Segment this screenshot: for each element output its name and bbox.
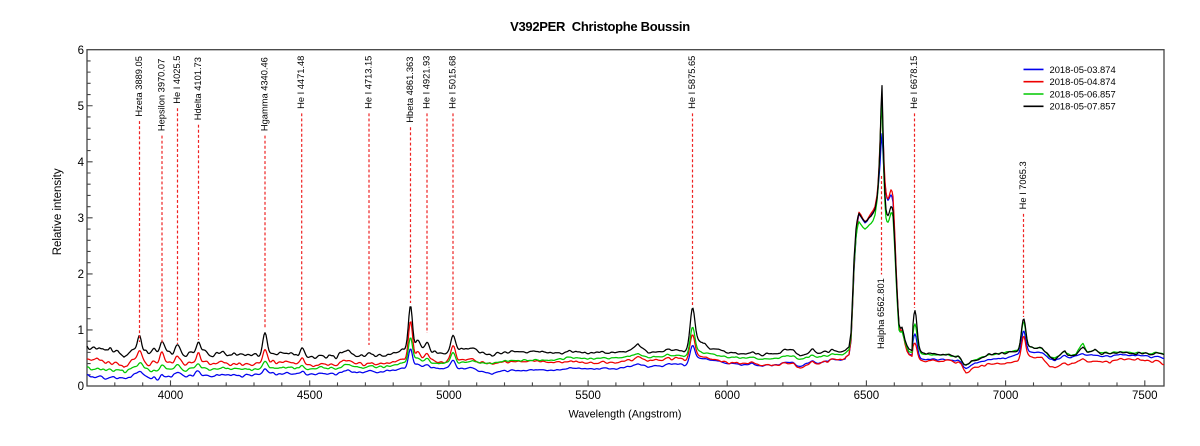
svg-text:0: 0 — [78, 381, 84, 393]
svg-text:He I 7065.3: He I 7065.3 — [1018, 161, 1028, 209]
svg-text:4: 4 — [78, 157, 85, 169]
svg-text:Hdelta 4101.73: Hdelta 4101.73 — [193, 57, 203, 120]
svg-text:2018-05-04.874: 2018-05-04.874 — [1050, 76, 1116, 87]
svg-text:Relative intensity: Relative intensity — [52, 168, 64, 255]
svg-text:4500: 4500 — [297, 390, 323, 402]
svg-text:Hbeta 4861.363: Hbeta 4861.363 — [405, 57, 415, 123]
svg-text:He I 6678.15: He I 6678.15 — [909, 56, 919, 109]
svg-text:V392PER Christophe Boussin: V392PER Christophe Boussin — [510, 19, 690, 34]
svg-text:He I 4471.48: He I 4471.48 — [296, 56, 306, 109]
svg-text:Wavelength (Angstrom): Wavelength (Angstrom) — [568, 409, 681, 421]
svg-text:Hepsilon 3970.07: Hepsilon 3970.07 — [157, 59, 167, 131]
svg-text:6: 6 — [78, 45, 84, 57]
svg-text:He I 4025.5: He I 4025.5 — [172, 56, 182, 104]
svg-text:Hzeta 3889.05: Hzeta 3889.05 — [134, 56, 144, 116]
svg-text:4000: 4000 — [158, 390, 184, 402]
svg-text:2018-05-03.874: 2018-05-03.874 — [1050, 64, 1116, 75]
svg-text:2: 2 — [78, 269, 84, 281]
svg-text:5500: 5500 — [575, 390, 601, 402]
svg-text:2018-05-07.857: 2018-05-07.857 — [1050, 101, 1116, 112]
svg-text:Halpha 6562.801: Halpha 6562.801 — [876, 278, 886, 349]
svg-text:Hgamma 4340.46: Hgamma 4340.46 — [260, 57, 270, 131]
svg-text:He I 4713.15: He I 4713.15 — [364, 56, 374, 109]
svg-text:1: 1 — [78, 325, 84, 337]
svg-text:He I 4921.93: He I 4921.93 — [422, 56, 432, 109]
svg-text:3: 3 — [78, 213, 84, 225]
svg-text:5000: 5000 — [436, 390, 462, 402]
svg-text:He I 5875.65: He I 5875.65 — [687, 56, 697, 109]
svg-text:7000: 7000 — [993, 390, 1019, 402]
svg-text:2018-05-06.857: 2018-05-06.857 — [1050, 88, 1116, 99]
svg-text:5: 5 — [78, 101, 84, 113]
svg-text:6000: 6000 — [714, 390, 740, 402]
svg-text:He I 5015.68: He I 5015.68 — [448, 56, 458, 109]
svg-text:7500: 7500 — [1132, 390, 1158, 402]
svg-text:6500: 6500 — [854, 390, 880, 402]
